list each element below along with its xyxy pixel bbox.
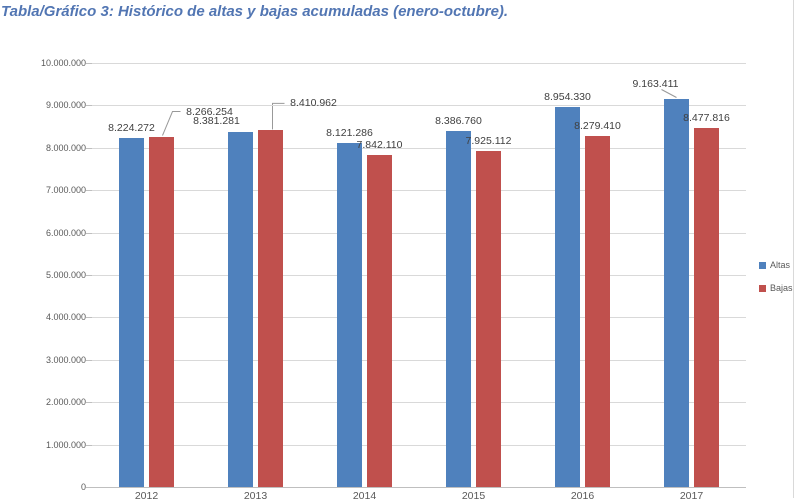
leader-line [272,102,285,130]
bar-altas-2013 [228,131,253,487]
x-axis-label-2016: 2016 [570,490,595,502]
gridline-7.000.000 [92,190,746,191]
data-label-altas-2014: 8.121.286 [326,126,373,139]
bar-bajas-2015 [476,151,501,487]
x-axis-label-2015: 2015 [461,490,486,502]
legend-color-swatch-bajas [759,284,766,292]
data-label-bajas-2016: 8.279.410 [574,120,621,132]
data-label-altas-2013: 8.381.281 [193,114,240,127]
y-axis-label: 9.000.000 [45,100,86,110]
y-axis-label: 5.000.000 [45,270,86,280]
data-label-altas-2016: 8.954.330 [544,91,591,104]
y-axis-label: 6.000.000 [45,228,86,238]
bar-altas-2014 [337,142,362,487]
y-axis-label: 3.000.000 [45,355,86,365]
legend-label-bajas: Bajas [770,283,793,293]
bar-bajas-2016 [585,136,610,487]
y-axis-label: 2.000.000 [45,397,86,407]
y-axis-tick [86,148,92,149]
y-axis-tick [86,190,92,191]
y-axis-tick [86,360,92,361]
gridline-1.000.000 [92,445,746,446]
data-label-bajas-2017: 8.477.816 [683,111,730,124]
bar-bajas-2012 [149,136,174,487]
gridline-10.000.000 [92,63,746,64]
bar-altas-2017 [664,98,689,487]
gridline-0 [92,487,746,488]
y-axis-tick [86,275,92,276]
x-axis-label-2017: 2017 [679,490,704,502]
y-axis-label: 7.000.000 [45,185,86,195]
bar-altas-2012 [119,138,144,487]
legend-color-swatch-altas [759,261,766,269]
legend-item-altas: Altas [759,260,799,270]
legend-label-altas: Altas [770,260,791,270]
y-axis-tick [86,487,92,488]
y-axis-tick [86,402,92,403]
y-axis-label: 4.000.000 [45,312,86,322]
x-axis-label-2013: 2013 [243,490,268,502]
y-axis-tick [86,105,92,106]
legend-item-bajas: Bajas [759,283,799,293]
bar-altas-2015 [446,131,471,487]
y-axis-label: 8.000.000 [45,143,86,153]
bar-bajas-2013 [258,130,283,487]
y-axis-label: 0 [80,482,86,492]
x-axis-label-2014: 2014 [352,490,377,502]
y-axis-label: 10.000.000 [40,58,86,68]
y-axis-tick [86,317,92,318]
gridline-5.000.000 [92,275,746,276]
leader-line [661,89,677,98]
bar-bajas-2014 [367,154,392,487]
data-label-bajas-2012: 8.266.254 [186,105,233,118]
bar-bajas-2017 [694,127,719,487]
gridline-8.000.000 [92,148,746,149]
y-axis-tick [86,445,92,446]
chart-caption: Tabla/Gráfico 3: Histórico de altas y ba… [1,3,509,20]
y-axis-tick [86,233,92,234]
gridline-3.000.000 [92,360,746,361]
chart-legend: Altas Bajas [759,260,799,306]
leader-line [162,111,181,136]
data-label-altas-2015: 8.386.760 [435,115,482,128]
gridline-2.000.000 [92,402,746,403]
data-label-altas-2012: 8.224.272 [108,122,155,135]
gridline-6.000.000 [92,233,746,234]
y-axis-label: 1.000.000 [45,440,86,450]
data-label-bajas-2015: 7.925.112 [465,135,512,147]
data-label-bajas-2014: 7.842.110 [356,138,403,151]
y-axis-tick [86,63,92,64]
document-cell-border [793,0,794,498]
gridline-4.000.000 [92,317,746,318]
data-label-bajas-2013: 8.410.962 [290,97,337,110]
data-label-altas-2017: 9.163.411 [632,77,679,90]
x-axis-label-2012: 2012 [134,490,159,502]
gridline-9.000.000 [92,105,746,106]
bar-altas-2016 [555,107,580,487]
